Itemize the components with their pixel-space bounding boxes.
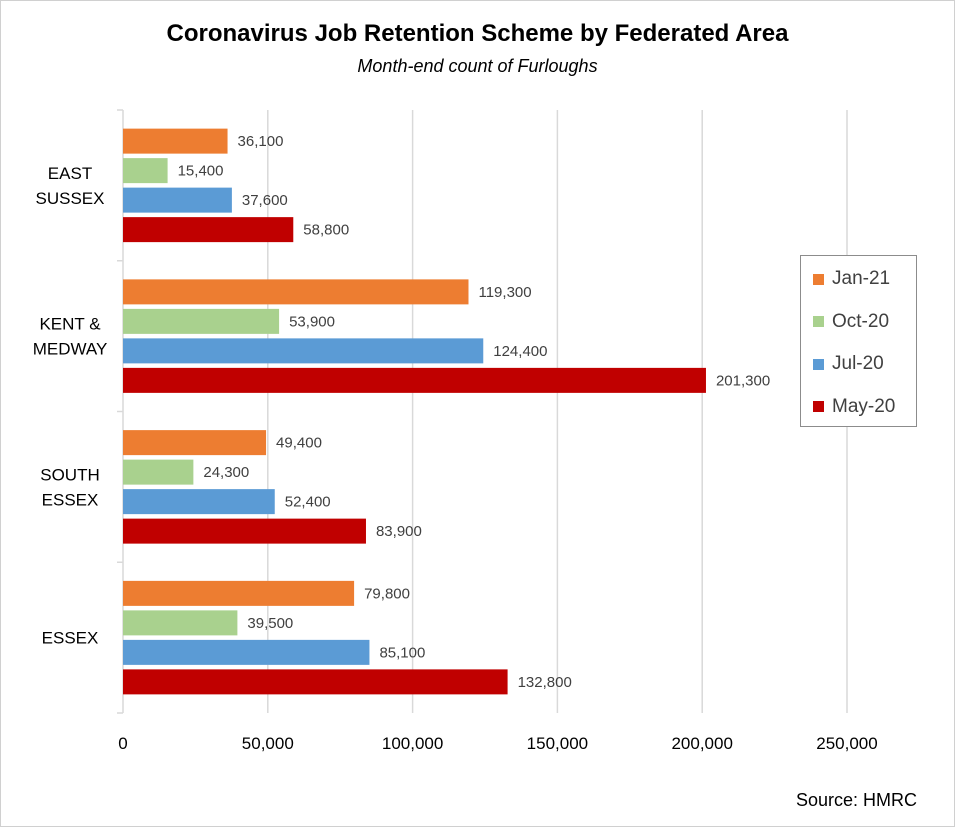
- data-label: 79,800: [364, 585, 410, 602]
- data-label: 36,100: [238, 133, 284, 150]
- legend-swatch: [813, 273, 824, 285]
- bar: [123, 367, 706, 393]
- bar: [123, 217, 294, 243]
- bar: [123, 128, 228, 154]
- bar: [123, 489, 275, 515]
- x-tick-label: 0: [118, 734, 127, 753]
- legend-swatch: [813, 358, 824, 370]
- bar: [123, 187, 232, 213]
- x-tick-label: 50,000: [242, 734, 294, 753]
- category-label: SUSSEX: [36, 189, 105, 208]
- bar: [123, 639, 370, 665]
- data-label: 201,300: [716, 372, 770, 389]
- category-label: KENT &: [39, 315, 101, 334]
- data-label: 37,600: [242, 192, 288, 209]
- chart-title: Coronavirus Job Retention Scheme by Fede…: [166, 20, 789, 47]
- bar: [123, 518, 366, 544]
- data-label: 15,400: [178, 163, 224, 180]
- data-label: 53,900: [289, 313, 335, 330]
- legend-item: Oct-20: [813, 311, 889, 333]
- legend-label: May-20: [832, 395, 896, 417]
- bar: [123, 430, 267, 456]
- bar: [123, 338, 484, 364]
- category-label: EAST: [48, 164, 92, 183]
- legend-item: May-20: [813, 396, 895, 418]
- bar: [123, 580, 355, 606]
- data-label: 83,900: [376, 523, 422, 540]
- x-tick-label: 200,000: [671, 734, 732, 753]
- bar: [123, 158, 168, 184]
- legend-swatch: [813, 401, 824, 412]
- bar: [123, 610, 238, 636]
- legend-label: Oct-20: [832, 310, 890, 332]
- data-label: 58,800: [303, 222, 349, 239]
- bar: [123, 669, 508, 695]
- bar: [123, 308, 280, 334]
- data-label: 124,400: [493, 343, 547, 360]
- data-label: 119,300: [478, 284, 531, 301]
- chart-subtitle: Month-end count of Furloughs: [357, 56, 598, 76]
- source-note: Source: HMRC: [795, 790, 917, 810]
- bar: [123, 459, 194, 485]
- x-tick-label: 250,000: [816, 734, 877, 753]
- legend-item: Jan-21: [813, 268, 890, 290]
- data-label: 52,400: [285, 494, 331, 511]
- data-label: 39,500: [247, 615, 293, 632]
- legend-label: Jan-21: [832, 268, 891, 289]
- data-label: 132,800: [518, 674, 572, 691]
- data-label: 85,100: [379, 644, 425, 661]
- bar: [123, 279, 469, 305]
- legend-item: Jul-20: [813, 353, 884, 375]
- category-label: ESSEX: [42, 490, 99, 509]
- category-label: SOUTH: [40, 465, 100, 484]
- data-label: 24,300: [203, 464, 249, 481]
- x-tick-label: 150,000: [527, 734, 588, 753]
- data-label: 49,400: [276, 435, 322, 452]
- legend-label: Jul-20: [832, 353, 884, 374]
- chart-legend: Jan-21 Oct-20 Jul-20 May-20: [800, 255, 917, 427]
- category-label: ESSEX: [42, 629, 99, 648]
- legend-swatch: [813, 316, 824, 327]
- x-tick-label: 100,000: [382, 734, 443, 753]
- category-label: MEDWAY: [33, 340, 108, 359]
